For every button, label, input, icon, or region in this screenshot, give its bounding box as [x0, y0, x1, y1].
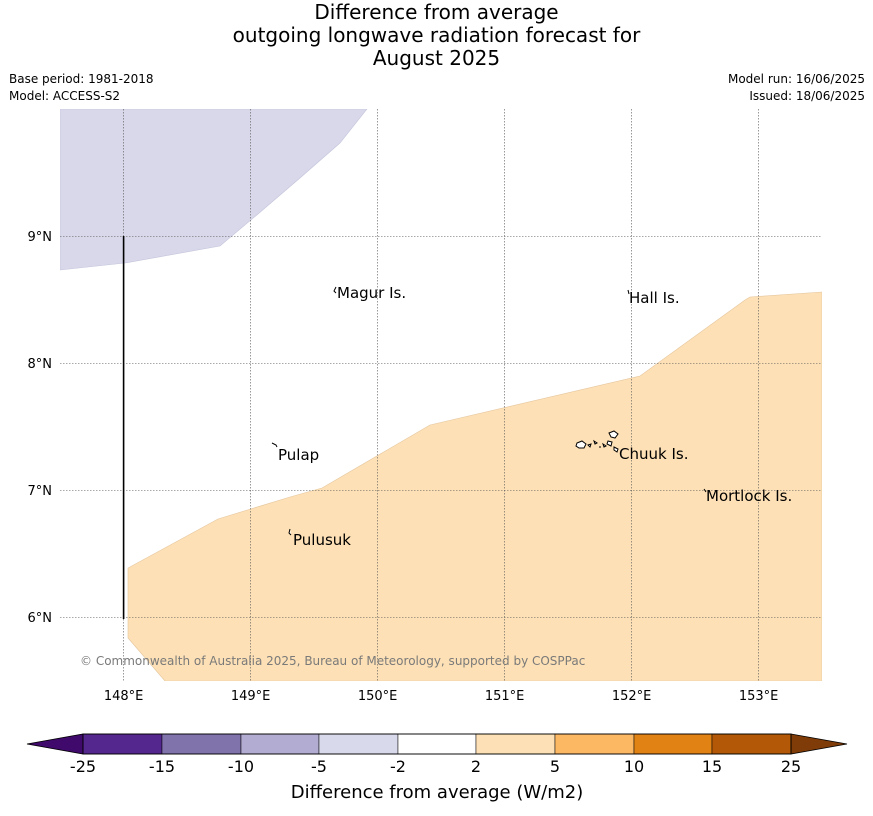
colorbar-tick-9: 15	[702, 757, 722, 776]
colorbar-bin-7	[554, 733, 635, 755]
colorbar-tick-4: -5	[311, 757, 327, 776]
colorbar: -25 -15 -10 -5 -2 2 5 10 15 25 Differenc…	[26, 733, 848, 803]
anomaly-region-positive	[127, 291, 822, 681]
colorbar-extend-low	[26, 733, 84, 755]
gridlines	[60, 109, 822, 681]
lat-label-8n: 8°N	[28, 357, 53, 372]
lon-label-152e: 152°E	[612, 689, 652, 704]
chart-title-line-1: Difference from average	[314, 0, 559, 24]
colorbar-tick-5: -2	[390, 757, 406, 776]
colorbar-bin-6	[475, 733, 556, 755]
lat-label-6n: 6°N	[28, 611, 53, 626]
colorbar-bin-5	[397, 733, 477, 755]
model-label: Model: ACCESS-S2	[9, 89, 121, 103]
colorbar-tick-8: 10	[624, 757, 644, 776]
model-run-label: Model run: 16/06/2025	[727, 72, 865, 86]
colorbar-title: Difference from average (W/m2)	[291, 782, 583, 803]
colorbar-bin-4	[318, 733, 399, 755]
colorbar-extend-high	[790, 733, 848, 755]
colorbar-tick-7: 5	[550, 757, 560, 776]
anomaly-region-negative	[60, 109, 368, 271]
island-outlines	[271, 286, 707, 536]
lat-label-9n: 9°N	[28, 230, 53, 245]
colorbar-bin-1	[82, 733, 163, 755]
colorbar-tick-10: 25	[781, 757, 801, 776]
colorbar-bin-8	[633, 733, 713, 755]
base-period-label: Base period: 1981-2018	[9, 72, 154, 86]
issued-label: Issued: 18/06/2025	[749, 89, 865, 103]
chart-title-line-3: August 2025	[372, 46, 501, 70]
lat-label-7n: 7°N	[28, 484, 53, 499]
lon-label-148e: 148°E	[104, 689, 144, 704]
place-label-mortlock: Mortlock Is.	[706, 487, 792, 505]
colorbar-tick-6: 2	[471, 757, 481, 776]
lon-label-151e: 151°E	[485, 689, 525, 704]
colorbar-bin-3	[240, 733, 320, 755]
copyright-notice: © Commonwealth of Australia 2025, Bureau…	[80, 654, 585, 668]
place-label-chuuk: Chuuk Is.	[619, 445, 688, 463]
colorbar-bin-2	[161, 733, 242, 755]
place-label-magur: Magur Is.	[337, 284, 406, 302]
lon-label-150e: 150°E	[358, 689, 398, 704]
lon-label-153e: 153°E	[739, 689, 779, 704]
colorbar-tick-3: -10	[228, 757, 254, 776]
colorbar-tick-1: -25	[70, 757, 96, 776]
lon-label-149e: 149°E	[231, 689, 271, 704]
place-label-hall: Hall Is.	[629, 289, 680, 307]
place-label-pulap: Pulap	[278, 446, 319, 464]
colorbar-tick-2: -15	[149, 757, 175, 776]
chart-title-line-2: outgoing longwave radiation forecast for	[232, 23, 641, 47]
place-label-pulusuk: Pulusuk	[293, 531, 351, 549]
colorbar-bin-9	[711, 733, 792, 755]
